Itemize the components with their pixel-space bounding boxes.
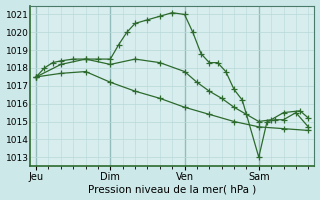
X-axis label: Pression niveau de la mer( hPa ): Pression niveau de la mer( hPa ): [88, 184, 256, 194]
